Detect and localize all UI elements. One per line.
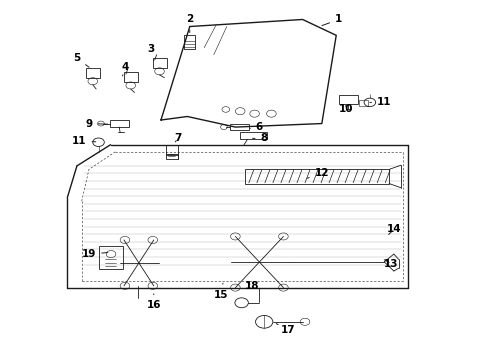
Text: 19: 19: [82, 249, 108, 259]
Text: 15: 15: [214, 283, 228, 300]
Text: 12: 12: [307, 168, 329, 178]
Text: 5: 5: [74, 53, 89, 67]
Text: 16: 16: [147, 294, 161, 310]
Text: 6: 6: [250, 122, 263, 132]
Bar: [240, 132, 267, 139]
Text: 11: 11: [72, 136, 96, 146]
Bar: [99, 246, 123, 269]
Bar: [185, 35, 195, 49]
Text: 18: 18: [245, 281, 259, 291]
Text: 1: 1: [322, 14, 342, 26]
Bar: [86, 68, 100, 78]
Bar: [153, 58, 167, 68]
Bar: [230, 123, 249, 130]
Bar: [110, 120, 129, 127]
Bar: [124, 72, 138, 82]
Text: 14: 14: [387, 224, 401, 234]
Bar: [359, 100, 368, 106]
Text: 11: 11: [370, 98, 392, 107]
Text: 13: 13: [384, 259, 399, 269]
Text: 17: 17: [276, 324, 295, 335]
Text: 3: 3: [148, 45, 155, 60]
Text: 2: 2: [186, 14, 194, 32]
Text: 10: 10: [339, 104, 353, 114]
Bar: [166, 153, 178, 159]
Text: 7: 7: [174, 133, 181, 143]
Bar: [245, 170, 389, 184]
Text: 4: 4: [121, 62, 129, 76]
Bar: [339, 95, 358, 104]
Text: 9: 9: [85, 118, 108, 129]
Text: 8: 8: [252, 133, 268, 143]
